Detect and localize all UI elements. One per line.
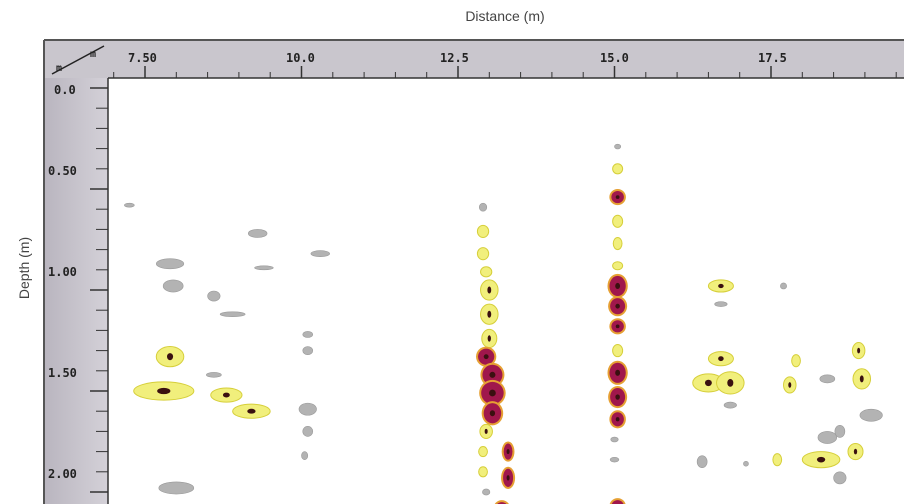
y-minor-ticks	[90, 87, 108, 493]
anomaly-gray	[833, 471, 847, 485]
corner-y-unit: m	[56, 63, 62, 74]
x-minor-ticks	[113, 66, 897, 78]
anomaly-red	[607, 360, 628, 385]
anomaly-red	[607, 273, 628, 299]
anomaly-gray	[834, 425, 846, 438]
anomaly-yellow	[791, 354, 801, 368]
anomaly-gray	[696, 455, 708, 469]
y-tick-label: 1.00	[48, 265, 77, 279]
anomaly-red	[480, 362, 505, 387]
x-tick-label: 12.5	[440, 51, 469, 65]
anomaly-yellow	[772, 453, 783, 467]
left-axis-bar	[44, 40, 108, 504]
anomaly-yellow	[480, 266, 493, 278]
anomaly-red	[608, 385, 628, 409]
anomaly-gray	[714, 301, 728, 307]
anomaly-gray	[780, 282, 787, 290]
anomaly-yellow	[847, 443, 864, 461]
anomaly-gray	[743, 460, 749, 467]
anomaly-red	[609, 189, 626, 206]
anomaly-gray	[819, 374, 836, 384]
anomaly-red	[476, 346, 497, 367]
anomaly-yellow	[479, 423, 493, 439]
anomaly-gray	[219, 311, 246, 317]
anomaly-gray	[817, 431, 838, 444]
anomaly-layer	[124, 143, 883, 504]
anomaly-gray	[482, 488, 491, 496]
corner-x-unit: m	[90, 49, 96, 60]
anomaly-yellow	[478, 446, 488, 458]
anomaly-gray	[247, 229, 268, 238]
plot-area	[109, 79, 904, 504]
y-tick-label: 2.00	[48, 467, 77, 481]
anomaly-red	[479, 379, 506, 407]
anomaly-gray	[206, 372, 222, 378]
anomaly-gray	[609, 456, 620, 463]
anomaly-yellow	[612, 261, 624, 271]
anomaly-gray	[254, 265, 274, 271]
anomaly-red	[481, 401, 504, 426]
anomaly-red	[501, 466, 516, 489]
anomaly-gray	[207, 290, 221, 302]
anomaly-yellow	[783, 376, 797, 394]
y-tick-label: 0.50	[48, 164, 77, 178]
anomaly-gray	[302, 426, 314, 437]
anomaly-gray	[302, 346, 314, 355]
anomaly-yellow	[716, 371, 745, 395]
anomaly-yellow	[707, 279, 734, 293]
anomaly-red	[609, 498, 626, 504]
anomaly-yellow	[612, 236, 623, 251]
anomaly-yellow	[851, 342, 866, 360]
anomaly-yellow	[480, 279, 499, 301]
anomaly-yellow	[478, 466, 488, 478]
anomaly-red	[609, 410, 626, 429]
anomaly-yellow	[133, 381, 195, 401]
anomaly-yellow	[476, 247, 490, 261]
anomaly-yellow	[210, 387, 243, 403]
anomaly-yellow	[707, 351, 734, 367]
x-axis-title: Distance (m)	[465, 8, 545, 24]
x-tick-label: 7.50	[128, 51, 157, 65]
corner-divider	[51, 45, 105, 75]
anomaly-gray	[301, 451, 309, 460]
anomaly-gray	[310, 250, 330, 257]
anomaly-gray	[298, 402, 317, 416]
x-tick-label: 15.0	[600, 51, 629, 65]
x-tick-label: 17.5	[758, 51, 787, 65]
x-tick-label: 10.0	[286, 51, 315, 65]
anomaly-red	[609, 318, 626, 335]
anomaly-gray	[158, 481, 195, 495]
anomaly-yellow	[612, 344, 624, 358]
anomaly-yellow	[232, 403, 271, 419]
anomaly-yellow	[612, 214, 624, 228]
anomaly-gray	[478, 202, 488, 212]
y-tick-label: 0.0	[54, 83, 76, 97]
anomaly-red	[608, 296, 628, 317]
y-tick-label: 1.50	[48, 366, 77, 380]
anomaly-yellow	[155, 346, 185, 368]
anomaly-gray	[723, 401, 737, 409]
top-axis-bar	[44, 40, 904, 78]
anomaly-yellow	[481, 328, 498, 349]
anomaly-gray	[614, 143, 622, 150]
anomaly-gray	[859, 408, 883, 422]
anomaly-yellow	[852, 368, 872, 390]
anomaly-yellow	[612, 163, 624, 175]
anomaly-gray	[155, 258, 185, 270]
anomaly-gray	[124, 202, 135, 208]
anomaly-yellow	[476, 224, 490, 238]
anomaly-yellow	[480, 303, 499, 325]
anomaly-gray	[302, 331, 314, 338]
anomaly-red	[501, 441, 515, 462]
anomaly-gray	[162, 279, 184, 293]
anomaly-yellow	[801, 451, 841, 469]
anomaly-gray	[610, 436, 619, 443]
